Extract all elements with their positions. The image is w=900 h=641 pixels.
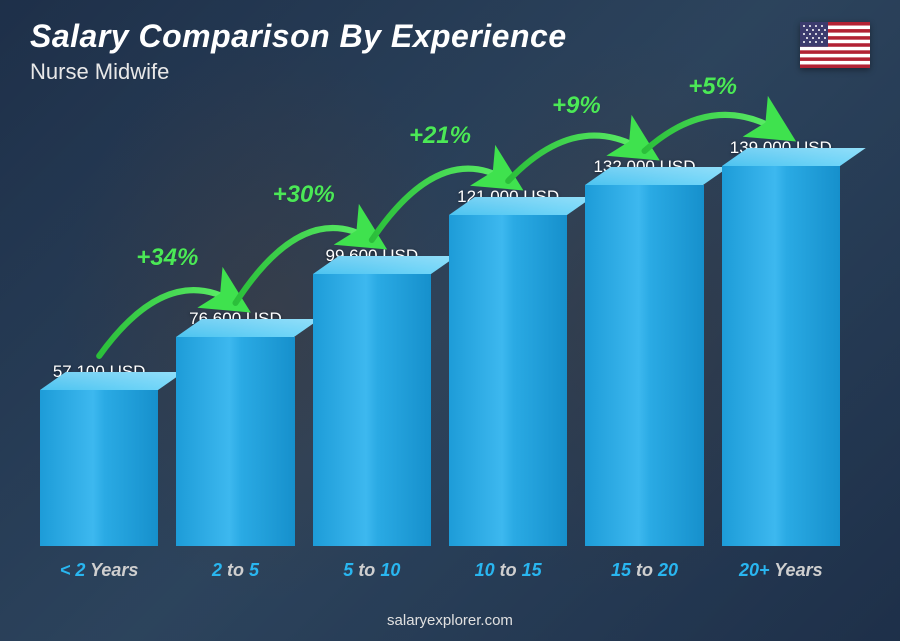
bar-front-face [40,390,158,546]
bar-x-label: 20+ Years [739,560,823,581]
bar [449,215,567,546]
bar-group: 121,000 USD10 to 15 [449,187,567,581]
bar-top-face [313,256,457,274]
bar-x-label: 2 to 5 [212,560,259,581]
bar-top-face [449,197,593,215]
bar-top-face [176,319,320,337]
bar-top-face [585,167,729,185]
bar-x-label: 5 to 10 [343,560,400,581]
bar-x-label: < 2 Years [60,560,139,581]
bar [176,337,294,546]
header: Salary Comparison By Experience Nurse Mi… [30,18,567,85]
bar-front-face [585,185,703,546]
bar-top-face [40,372,184,390]
footer-credit: salaryexplorer.com [0,612,900,629]
bar-top-face [722,148,866,166]
bar [585,185,703,546]
bar-front-face [722,166,840,546]
bar-group: 76,600 USD2 to 5 [176,309,294,581]
bar [313,274,431,546]
bar-x-label: 10 to 15 [475,560,542,581]
bar-front-face [176,337,294,546]
bar-x-label: 15 to 20 [611,560,678,581]
bar-group: 99,600 USD5 to 10 [313,246,431,581]
page-title: Salary Comparison By Experience [30,18,567,55]
bar [722,166,840,546]
bar [40,390,158,546]
bar-group: 132,000 USD15 to 20 [585,157,703,581]
salary-bar-chart: 57,100 USD< 2 Years76,600 USD2 to 599,60… [40,81,840,581]
bar-front-face [313,274,431,546]
us-flag-icon [800,22,870,68]
bar-front-face [449,215,567,546]
bar-group: 57,100 USD< 2 Years [40,362,158,581]
bar-group: 139,000 USD20+ Years [722,138,840,581]
